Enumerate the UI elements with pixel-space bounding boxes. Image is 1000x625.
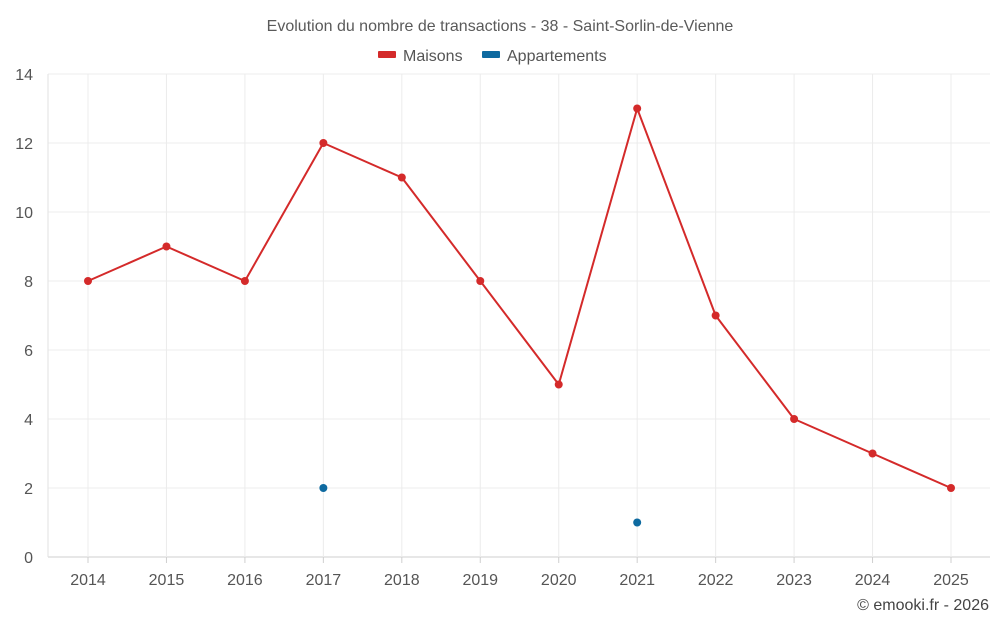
data-point-maisons-2022[interactable] bbox=[711, 311, 720, 320]
legend-swatch-maisons bbox=[378, 51, 396, 58]
data-point-maisons-2017[interactable] bbox=[319, 139, 328, 147]
legend: Maisons Appartements bbox=[378, 48, 607, 65]
x-tick-label: 2018 bbox=[384, 572, 420, 589]
x-tick-label: 2020 bbox=[541, 572, 577, 589]
axes: 0 2 4 6 8 10 12 14 2014 2015 2016 2017 2018 2019 2020 2… bbox=[15, 67, 969, 589]
data-point-maisons-2015[interactable] bbox=[162, 242, 171, 251]
data-point-maisons-2023[interactable] bbox=[790, 415, 799, 423]
y-tick-label: 2 bbox=[24, 481, 33, 498]
chart-title: Evolution du nombre de transactions - 38… bbox=[267, 18, 734, 35]
x-tick-label: 2023 bbox=[776, 572, 812, 589]
legend-label-appartements[interactable]: Appartements bbox=[507, 48, 607, 65]
y-tick-label: 6 bbox=[24, 343, 33, 360]
y-tick-label: 14 bbox=[15, 67, 33, 84]
y-tick-label: 12 bbox=[15, 136, 33, 153]
x-tick-label: 2019 bbox=[462, 572, 498, 589]
footer-credit: © emooki.fr - 2026 bbox=[857, 597, 989, 614]
x-tick-label: 2021 bbox=[619, 572, 655, 589]
series-line-maisons bbox=[87, 107, 952, 489]
data-point-maisons-2014[interactable] bbox=[84, 277, 92, 285]
y-tick-label: 0 bbox=[24, 550, 33, 567]
data-point-maisons-2020[interactable] bbox=[554, 380, 563, 389]
data-point-appartements-2017[interactable] bbox=[319, 484, 328, 492]
x-tick-label: 2025 bbox=[933, 572, 969, 589]
data-point-maisons-2025[interactable] bbox=[947, 484, 955, 492]
x-tick-label: 2022 bbox=[698, 572, 734, 589]
x-tick-label: 2015 bbox=[149, 572, 185, 589]
data-point-maisons-2018[interactable] bbox=[397, 173, 406, 182]
data-point-maisons-2019[interactable] bbox=[476, 277, 485, 285]
y-tick-label: 4 bbox=[24, 412, 33, 429]
legend-swatch-appartements bbox=[482, 51, 500, 58]
y-tick-label: 10 bbox=[15, 205, 33, 222]
data-point-maisons-2016[interactable] bbox=[240, 277, 249, 285]
x-tick-label: 2016 bbox=[227, 572, 263, 589]
data-point-appartements-2021[interactable] bbox=[633, 518, 642, 527]
series-layer bbox=[84, 104, 955, 527]
x-tick-label: 2024 bbox=[855, 572, 891, 589]
x-tick-label: 2017 bbox=[306, 572, 342, 589]
x-tick-label: 2014 bbox=[70, 572, 106, 589]
legend-label-maisons[interactable]: Maisons bbox=[403, 48, 463, 65]
data-point-maisons-2024[interactable] bbox=[868, 449, 877, 458]
y-tick-label: 8 bbox=[24, 274, 33, 291]
data-point-maisons-2021[interactable] bbox=[633, 104, 642, 113]
grid bbox=[48, 73, 990, 558]
